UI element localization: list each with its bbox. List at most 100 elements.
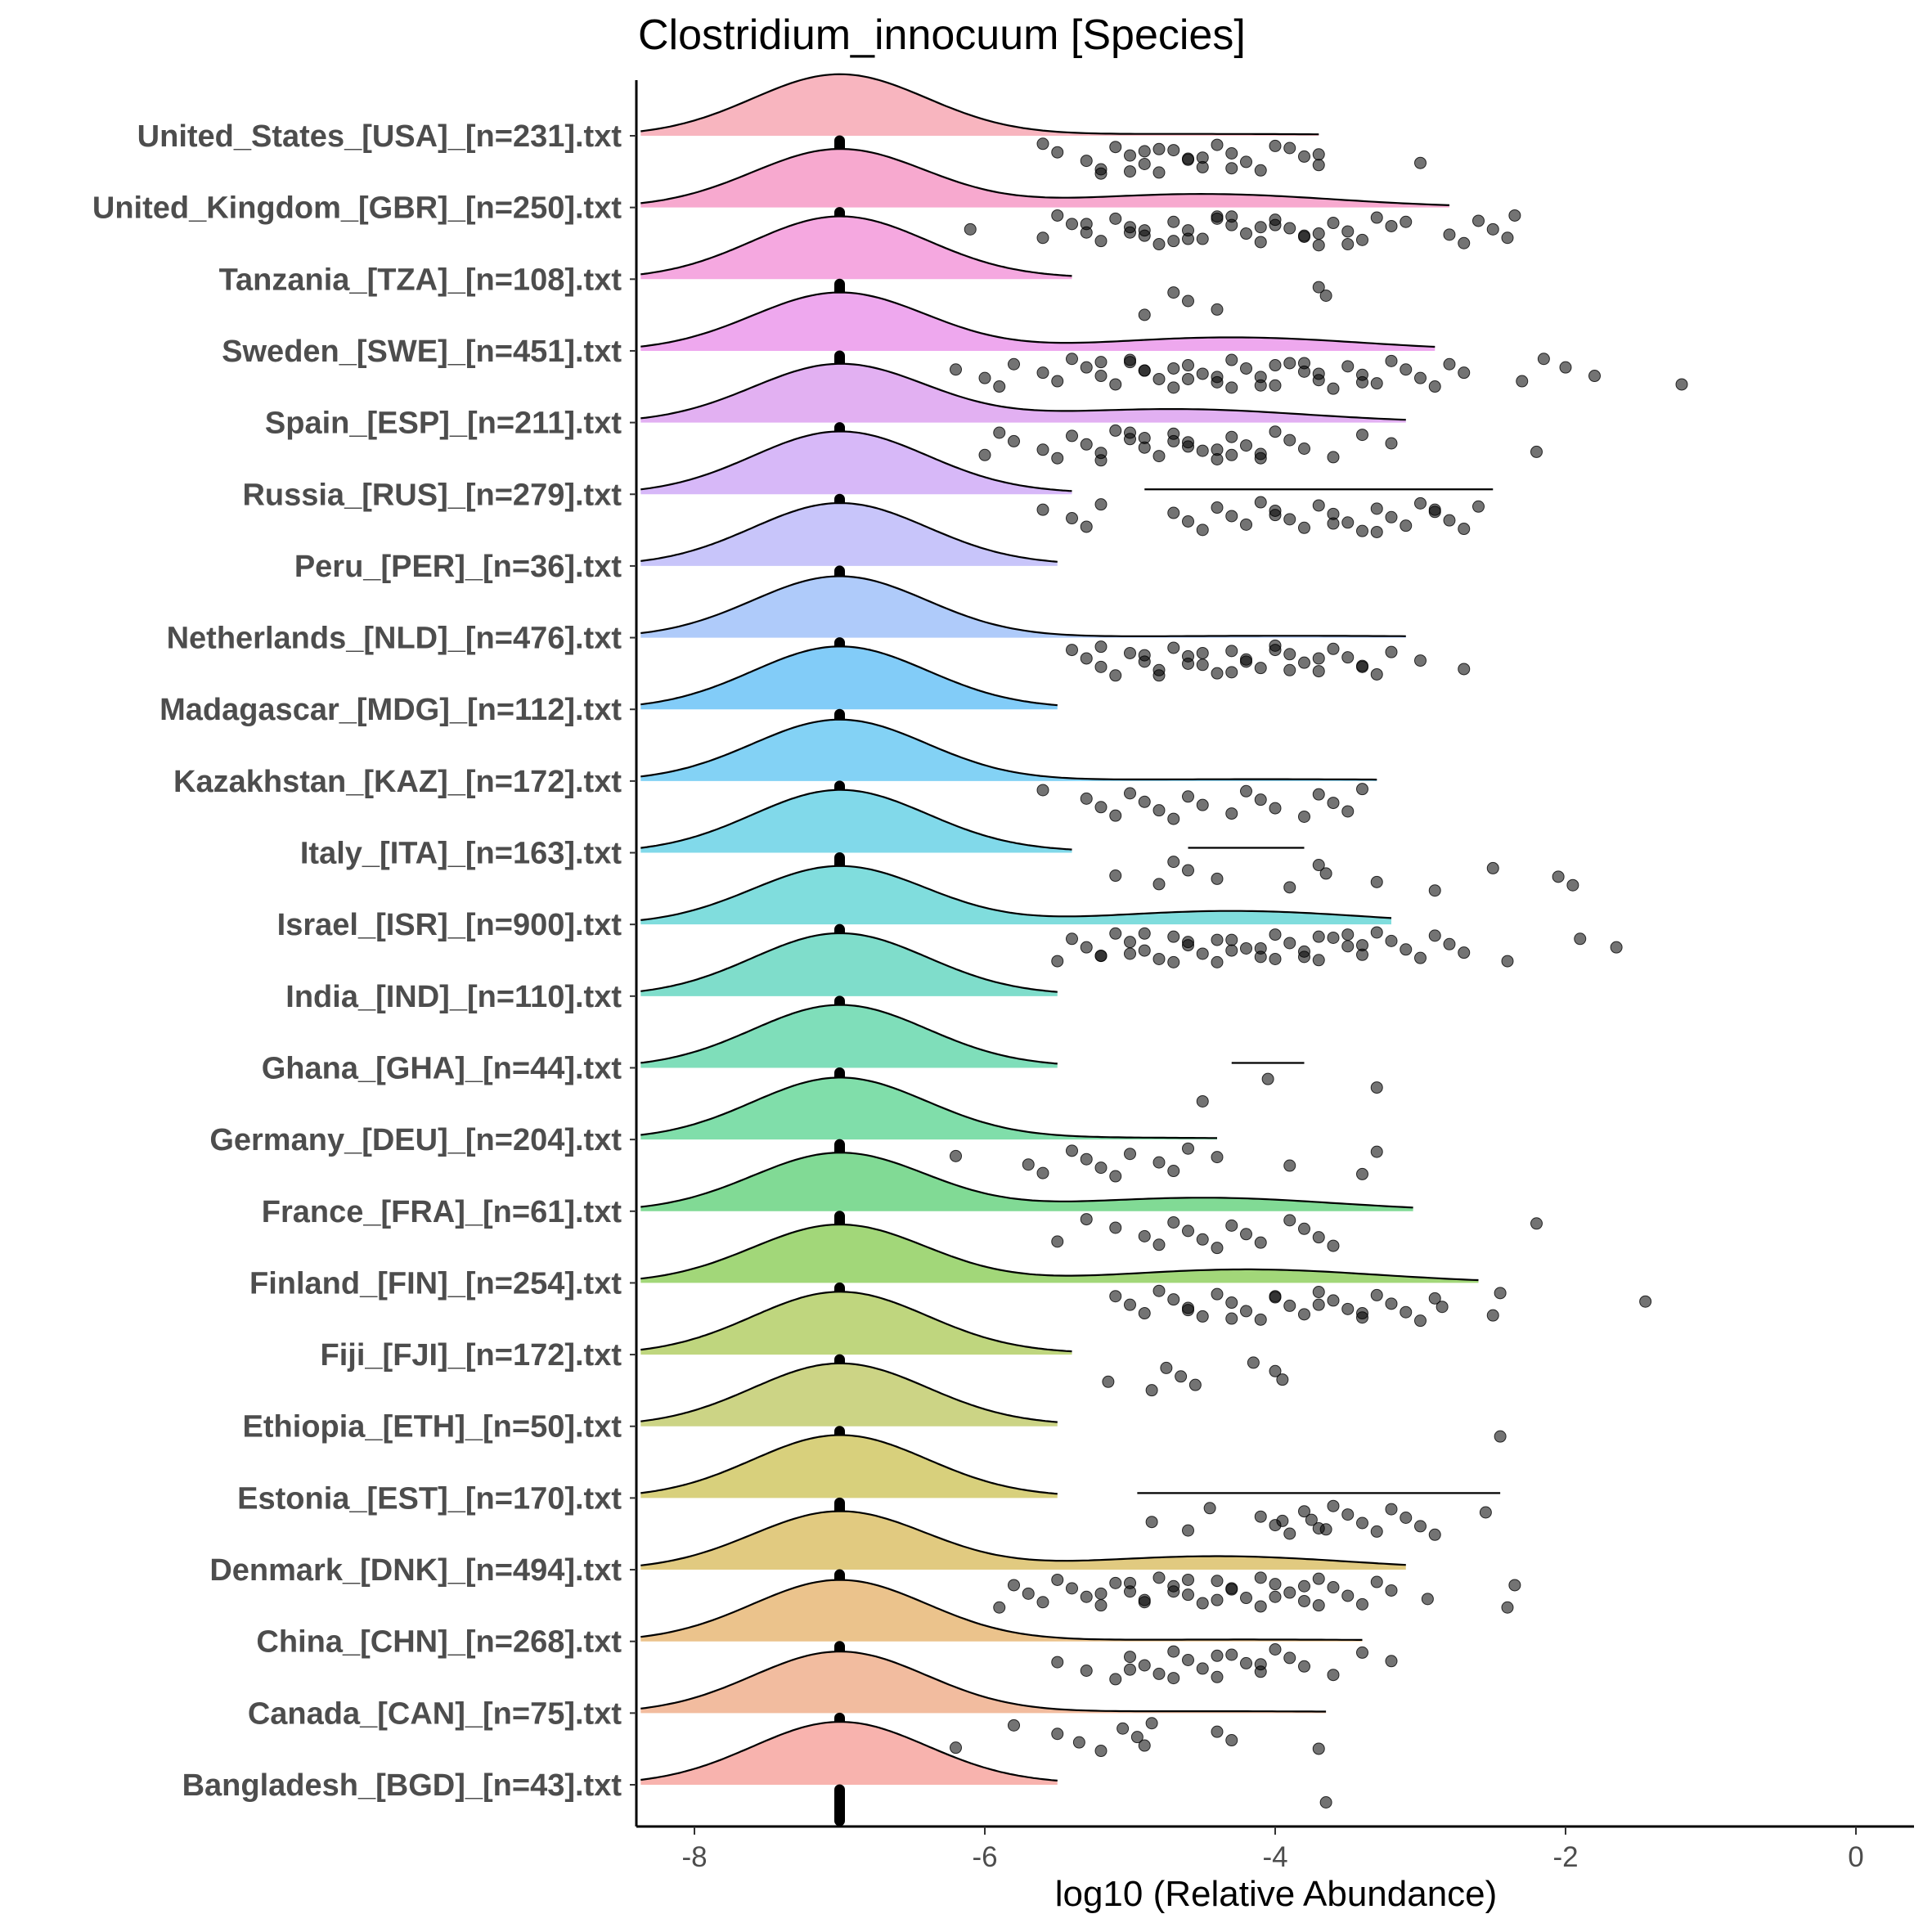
data-point [1327,217,1340,230]
data-point [1145,1717,1158,1730]
data-point [1066,1144,1078,1157]
data-point [1240,439,1252,452]
density-outline [640,1291,1072,1353]
data-point [1327,1669,1340,1682]
data-point [1428,929,1441,942]
density-fill [640,149,1449,208]
data-point [1312,652,1325,665]
data-point [1138,1229,1151,1242]
data-point [1225,353,1238,366]
data-point [1400,943,1413,956]
data-point [1421,1593,1434,1606]
data-point [1458,366,1471,380]
data-point [1152,1238,1166,1251]
data-point [1370,1145,1383,1158]
data-point [1283,222,1296,235]
data-point [1130,1731,1143,1744]
data-point [1109,1673,1122,1686]
data-point [1341,238,1355,251]
density-outline [640,362,1406,421]
ridges-layer [640,73,1688,1826]
data-point [1254,1600,1267,1613]
x-tick-label: 0 [1848,1841,1863,1873]
data-point [1138,1659,1151,1672]
data-point [1080,1213,1093,1226]
data-point [1109,1221,1122,1234]
data-point [1327,931,1340,944]
data-point [1341,805,1355,818]
data-point [1225,448,1238,461]
data-point [1080,1590,1093,1603]
data-point [1327,1581,1340,1594]
data-point [1117,1722,1130,1735]
data-point [1109,378,1122,391]
data-point [1269,1364,1282,1377]
y-tick-label: Finland_[FIN]_[n=254].txt [249,1266,622,1301]
data-point [1167,1585,1180,1598]
data-point [1138,944,1151,957]
data-point [1145,1516,1158,1529]
data-point [1370,875,1383,888]
y-tick-label: Estonia_[EST]_[n=170].txt [237,1481,622,1516]
data-point [1196,1233,1209,1246]
data-point [1269,928,1282,941]
data-point [1385,1655,1398,1668]
data-point [1298,1505,1310,1518]
data-point [1501,231,1514,245]
data-point [1094,454,1108,467]
density-outline [640,291,1436,348]
y-tick-label: Netherlands_[NLD]_[n=476].txt [167,622,622,656]
data-point [1036,1166,1049,1179]
data-point [1559,361,1572,374]
data-point [1109,1290,1122,1303]
data-point [1356,524,1368,537]
data-point [1400,215,1413,228]
data-point [1152,878,1166,891]
data-point [1109,1170,1122,1183]
data-point [1051,1573,1064,1586]
data-point [1240,1305,1252,1318]
data-point [1341,651,1355,664]
data-point [1414,654,1427,667]
data-point [1094,950,1108,963]
data-point [1152,1156,1166,1169]
data-point [1152,372,1166,385]
data-point [1341,1508,1355,1521]
data-point [1254,496,1267,509]
data-point [1080,792,1093,805]
data-point [1196,658,1209,672]
data-point [1240,655,1252,668]
data-point [1167,1293,1180,1306]
data-point [1312,954,1325,967]
data-point [1269,1642,1282,1656]
data-point [1109,809,1122,822]
data-point [1196,1662,1209,1675]
data-point [1138,927,1151,940]
density-fill [640,789,1072,853]
data-point [1152,952,1166,965]
density-outline [640,1510,1406,1566]
data-point [1356,783,1368,796]
data-point [1370,1288,1383,1301]
data-point [1066,512,1078,525]
data-point [1443,228,1456,241]
y-tick-label: Canada_[CAN]_[n=75].txt [248,1696,622,1731]
data-point [1298,150,1310,163]
data-point [1051,375,1064,388]
data-point [1124,1298,1136,1311]
data-point [1051,955,1064,968]
y-tick-label: United_States_[USA]_[n=231].txt [137,119,622,154]
data-point [1167,381,1180,394]
data-point [1124,936,1136,949]
data-point [1298,1579,1310,1593]
data-point [1312,239,1325,252]
data-point [1312,930,1325,943]
data-point [1312,1286,1325,1299]
y-tick-label: Denmark_[DNK]_[n=494].txt [209,1553,622,1588]
y-tick-label: Tanzania_[TZA]_[n=108].txt [219,263,622,297]
data-point [1203,1502,1216,1515]
data-point [1094,1587,1108,1600]
data-point [1240,1228,1252,1241]
data-point [1319,867,1332,880]
data-point [1138,432,1151,445]
